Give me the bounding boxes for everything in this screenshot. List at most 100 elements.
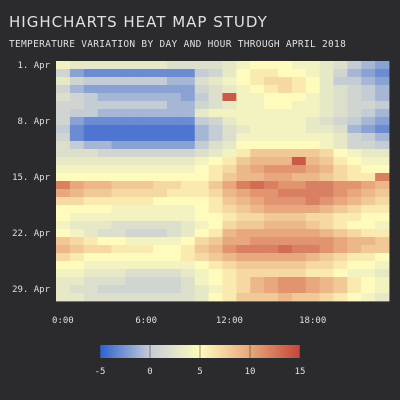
heatmap-cell <box>139 213 154 222</box>
heatmap-cell <box>347 189 362 198</box>
heatmap-cell <box>305 69 321 78</box>
heatmap-cell <box>69 245 85 254</box>
heatmap-cell <box>111 61 126 70</box>
heatmap-cell <box>167 205 182 214</box>
heatmap-cell <box>291 133 307 142</box>
heatmap-cell <box>278 189 293 198</box>
heatmap-cell <box>250 221 265 230</box>
heatmap-cell <box>111 189 126 198</box>
heatmap-cell <box>361 221 376 230</box>
heatmap-cell <box>180 157 196 166</box>
heatmap-cell <box>111 213 126 222</box>
heatmap-cell <box>236 101 251 110</box>
heatmap-cell <box>180 237 196 246</box>
heatmap-cell <box>236 165 251 174</box>
heatmap-cell <box>347 61 362 70</box>
heatmap-cell <box>194 221 210 230</box>
heatmap-cell <box>222 109 237 118</box>
heatmap-cell <box>97 77 112 86</box>
heatmap-cell <box>111 269 126 278</box>
heatmap-cell <box>361 245 376 254</box>
heatmap-cell <box>236 141 251 150</box>
heatmap-cell <box>236 253 251 262</box>
heatmap-cell <box>139 173 154 182</box>
heatmap-cell <box>208 93 223 102</box>
heatmap-cell <box>278 85 293 94</box>
heatmap-cell <box>319 221 334 230</box>
heatmap-cell <box>305 221 321 230</box>
heatmap-cell <box>194 213 210 222</box>
heatmap-cell <box>291 261 307 270</box>
heatmap-cell <box>139 253 154 262</box>
heatmap-cell <box>97 253 112 262</box>
heatmap-cell <box>222 157 237 166</box>
heatmap-cell <box>375 157 390 166</box>
heatmap-cell <box>347 293 362 302</box>
heatmap-cell <box>291 109 307 118</box>
heatmap-cell <box>319 197 334 206</box>
heatmap-cell <box>139 149 154 158</box>
heatmap-cell <box>208 149 223 158</box>
heatmap-cell <box>69 149 85 158</box>
heatmap-cell <box>236 197 251 206</box>
heatmap-cell <box>222 133 237 142</box>
heatmap-cell <box>222 221 237 230</box>
heatmap-cell <box>97 261 112 270</box>
heatmap-cell <box>125 173 140 182</box>
heatmap-cell <box>375 109 390 118</box>
heatmap-cell <box>250 117 265 126</box>
heatmap-cell <box>194 61 210 70</box>
heatmap-cell <box>305 141 321 150</box>
heatmap-cell <box>278 165 293 174</box>
heatmap-cell <box>194 261 210 270</box>
heatmap-cell <box>333 141 348 150</box>
heatmap-cell <box>250 213 265 222</box>
heatmap-cell <box>69 229 85 238</box>
heatmap-cell <box>139 93 154 102</box>
heatmap-cell <box>125 157 140 166</box>
heatmap-cell <box>347 285 362 294</box>
heatmap-cell <box>347 101 362 110</box>
heatmap-cell <box>222 293 237 302</box>
heatmap-cell <box>333 125 348 134</box>
heatmap-cell <box>167 269 182 278</box>
heatmap-cell <box>180 61 196 70</box>
heatmap-cell <box>291 221 307 230</box>
heatmap-cell <box>236 229 251 238</box>
heatmap-cell <box>250 61 265 70</box>
heatmap-cell <box>291 77 307 86</box>
heatmap-cell <box>347 229 362 238</box>
heatmap-cell <box>56 197 71 206</box>
heatmap-cell <box>56 149 71 158</box>
heatmap-cell <box>305 165 321 174</box>
heatmap-cell <box>278 237 293 246</box>
heatmap-cell <box>236 173 251 182</box>
heatmap-cell <box>167 125 182 134</box>
heatmap-cell <box>153 141 168 150</box>
heatmap-cell <box>361 77 376 86</box>
heatmap-cell <box>222 69 237 78</box>
heatmap-cell <box>319 149 334 158</box>
heatmap-cell <box>291 245 307 254</box>
heatmap-cell <box>125 149 140 158</box>
heatmap-cell <box>305 245 321 254</box>
heatmap-cell <box>153 197 168 206</box>
heatmap-cell <box>125 197 140 206</box>
heatmap-cell <box>347 181 362 190</box>
heatmap-cell <box>319 237 334 246</box>
heatmap-cell <box>250 229 265 238</box>
heatmap-cell <box>97 237 112 246</box>
heatmap-cell <box>375 149 390 158</box>
heatmap-cell <box>83 149 99 158</box>
heatmap-cell <box>97 165 112 174</box>
heatmap-cell <box>194 181 210 190</box>
heatmap-cell <box>125 109 140 118</box>
heatmap-cell <box>222 269 237 278</box>
heatmap-cell <box>278 269 293 278</box>
heatmap-cell <box>153 117 168 126</box>
heatmap-cell <box>250 181 265 190</box>
heatmap-cell <box>125 101 140 110</box>
heatmap-cell <box>333 61 348 70</box>
heatmap-cell <box>56 69 71 78</box>
heatmap-cell <box>361 293 376 302</box>
